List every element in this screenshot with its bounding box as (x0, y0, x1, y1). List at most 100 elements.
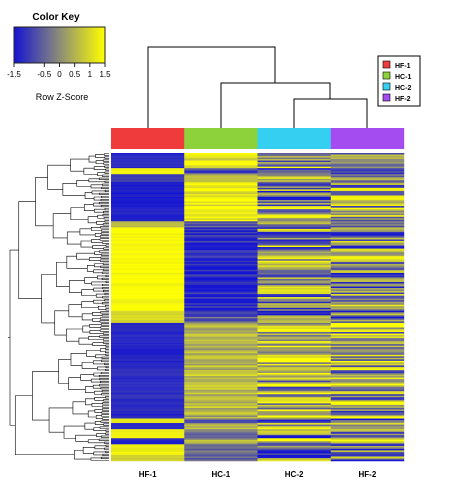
heatmap-cell (330, 156, 405, 158)
heatmap-cell (330, 159, 405, 161)
heatmap-cell (111, 400, 185, 403)
heatmap-cell (257, 204, 331, 207)
heatmap-cell (111, 373, 185, 375)
heatmap-cell (330, 415, 405, 418)
heatmap-cell (330, 250, 405, 252)
heatmap-cell (111, 394, 185, 397)
heatmap-cell (257, 231, 331, 234)
heatmap-cell (111, 371, 185, 374)
heatmap-cell (184, 300, 258, 302)
heatmap-cell (257, 313, 331, 316)
heatmap-cell (257, 230, 331, 233)
heatmap-cell (184, 459, 258, 462)
heatmap-cell (257, 319, 331, 322)
heatmap-cell (184, 254, 258, 257)
heatmap-cell (330, 332, 405, 334)
heatmap-cell (330, 263, 405, 266)
heatmap-cell (330, 295, 405, 298)
heatmap-cell (330, 198, 405, 201)
heatmap-cell (184, 233, 258, 236)
row-dendrogram-branch (103, 211, 109, 214)
heatmap-cell (111, 398, 185, 401)
heatmap-cell (330, 330, 405, 333)
legend-swatch (382, 93, 391, 102)
heatmap-cell (111, 244, 185, 246)
heatmap-cell (184, 200, 258, 202)
heatmap-cell (111, 363, 185, 366)
heatmap-cell (330, 391, 405, 393)
heatmap-cell (111, 341, 185, 343)
heatmap-cell (111, 439, 185, 442)
heatmap-cell (330, 244, 405, 246)
row-dendrogram-branch (101, 302, 109, 305)
heatmap-cell (330, 327, 405, 330)
heatmap-cell (184, 265, 258, 268)
heatmap-cell (111, 259, 185, 261)
row-dendrogram-branch (100, 265, 109, 268)
heatmap-cell (257, 177, 331, 180)
heatmap-cell (184, 310, 258, 313)
heatmap-cell (257, 292, 331, 295)
heatmap-cell (330, 281, 405, 284)
heatmap-cell (184, 297, 258, 299)
heatmap-cell (184, 181, 258, 184)
row-dendrogram-branch (100, 205, 109, 208)
heatmap-cell (257, 180, 331, 183)
heatmap-cell (257, 286, 331, 289)
heatmap-cell (184, 175, 258, 178)
heatmap-cell (330, 459, 405, 462)
heatmap-cell (111, 266, 185, 269)
heatmap-cell (257, 237, 331, 240)
heatmap-cell (111, 198, 185, 201)
heatmap-cell (257, 285, 331, 287)
heatmap-cell (111, 269, 185, 272)
heatmap-cell (111, 247, 185, 249)
heatmap-cell (330, 259, 405, 261)
heatmap-cell (330, 357, 405, 360)
heatmap-cell (330, 395, 405, 398)
heatmap-cell (257, 225, 331, 228)
heatmap-cell (184, 224, 258, 227)
heatmap-cell (330, 430, 405, 433)
heatmap-cell (330, 392, 405, 395)
heatmap-cell (330, 157, 405, 160)
column-label: HF-2 (358, 470, 376, 479)
heatmap-cell (184, 389, 258, 392)
heatmap-cell (111, 433, 185, 436)
heatmap-cell (257, 265, 331, 268)
heatmap-cell (257, 203, 331, 205)
heatmap-cell (257, 278, 331, 281)
heatmap-cell (257, 253, 331, 255)
heatmap-cell (257, 310, 331, 313)
heatmap-cell (184, 172, 258, 175)
row-dendrogram-branch (89, 330, 104, 334)
heatmap-cell (257, 441, 331, 444)
color-key-tick-label: 1.5 (99, 70, 111, 79)
row-dendrogram-branch (99, 320, 109, 323)
heatmap-cell (111, 303, 185, 305)
column-label: HF-1 (139, 470, 157, 479)
legend-label: HF-1 (395, 63, 411, 70)
heatmap-cell (184, 344, 258, 346)
heatmap-cell (111, 292, 185, 295)
heatmap-cell (330, 301, 405, 304)
row-dendrogram-branch (97, 214, 105, 219)
heatmap-cell (111, 401, 185, 404)
row-dendrogram-branch (100, 387, 109, 390)
heatmap-cell (184, 244, 258, 246)
legend-swatch (382, 71, 391, 80)
heatmap-cell (330, 256, 405, 258)
heatmap-cell (330, 288, 405, 290)
heatmap-cell (111, 288, 185, 290)
heatmap-cell (257, 210, 331, 213)
row-dendrogram-branch (101, 435, 109, 438)
heatmap-cell (257, 289, 331, 292)
heatmap-cell (111, 265, 185, 268)
row-dendrogram-branch (88, 155, 97, 163)
heatmap-cell (111, 171, 185, 173)
row-dendrogram-branch (101, 253, 109, 256)
heatmap-cell (111, 397, 185, 400)
heatmap-cell (330, 432, 405, 434)
heatmap-cell (184, 336, 258, 339)
heatmap-cell (330, 277, 405, 280)
